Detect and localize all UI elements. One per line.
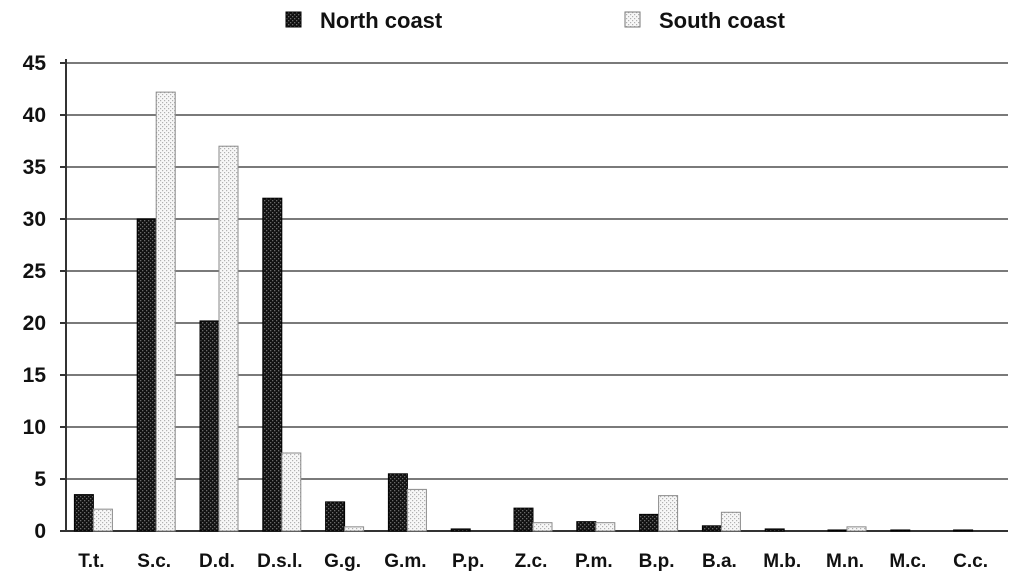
x-tick-label: P.m. xyxy=(575,551,613,572)
bar-south-coast xyxy=(218,145,239,532)
bar-north-coast xyxy=(73,494,94,532)
bar-north-coast xyxy=(513,507,534,532)
bar-north-coast xyxy=(764,528,785,532)
x-tick-label: M.n. xyxy=(826,551,864,572)
bar-north-coast xyxy=(450,528,471,532)
x-tick-label: B.a. xyxy=(702,551,737,572)
bar-south-coast xyxy=(92,508,113,532)
bar-north-coast xyxy=(325,501,346,532)
bar-north-coast xyxy=(701,525,722,532)
y-tick-label: 15 xyxy=(23,364,47,387)
bar-south-coast xyxy=(595,522,616,532)
x-tick-label: Z.c. xyxy=(515,551,548,572)
x-tick-label: T.t. xyxy=(78,551,104,572)
bar-north-coast xyxy=(136,218,157,532)
y-tick-label: 5 xyxy=(34,468,46,491)
x-tick-label: G.m. xyxy=(384,551,426,572)
x-tick-label: P.p. xyxy=(452,551,484,572)
bar-south-coast xyxy=(406,488,427,532)
y-tick-label: 10 xyxy=(23,416,46,439)
bar-south-coast xyxy=(720,511,741,532)
y-tick-label: 45 xyxy=(23,52,47,75)
x-tick-label: M.c. xyxy=(889,551,926,572)
bar-south-coast xyxy=(532,522,553,532)
legend-swatch xyxy=(624,11,641,28)
x-tick-label: C.c. xyxy=(953,551,988,572)
bar-north-coast xyxy=(387,473,408,532)
bars xyxy=(73,91,974,532)
y-tick-label: 20 xyxy=(23,312,46,335)
bar-south-coast xyxy=(281,452,302,532)
bar-north-coast xyxy=(953,529,974,532)
bar-north-coast xyxy=(827,529,848,532)
y-tick-label: 40 xyxy=(23,104,46,127)
bar-north-coast xyxy=(890,529,911,532)
y-tick-label: 25 xyxy=(23,260,47,283)
bar-north-coast xyxy=(199,320,220,532)
bar-north-coast xyxy=(262,197,283,532)
legend-label: North coast xyxy=(320,8,443,33)
x-tick-label: B.p. xyxy=(639,551,675,572)
legend-swatch xyxy=(285,11,302,28)
bar-north-coast xyxy=(576,521,597,532)
bar-south-coast xyxy=(658,495,679,532)
y-tick-labels: 0 5 10 15 20 25 30 35 40 45 xyxy=(23,52,47,543)
bar-north-coast xyxy=(639,513,660,532)
y-tick-label: 30 xyxy=(23,208,46,231)
x-tick-label: D.d. xyxy=(199,551,235,572)
x-tick-labels: T.t. S.c. D.d. D.s.l. G.g. G.m. P.p. Z.c. P.m. B.… xyxy=(78,551,988,572)
bar-south-coast xyxy=(846,526,867,532)
legend: North coast South coast xyxy=(285,8,786,33)
y-tick-label: 35 xyxy=(23,156,47,179)
x-tick-label: S.c. xyxy=(137,551,171,572)
x-tick-label: G.g. xyxy=(324,551,361,572)
x-tick-label: D.s.l. xyxy=(257,551,302,572)
y-tick-label: 0 xyxy=(34,520,46,543)
bar-south-coast xyxy=(155,91,176,532)
x-tick-label: M.b. xyxy=(763,551,801,572)
legend-label: South coast xyxy=(659,8,786,33)
bar-south-coast xyxy=(344,526,365,532)
